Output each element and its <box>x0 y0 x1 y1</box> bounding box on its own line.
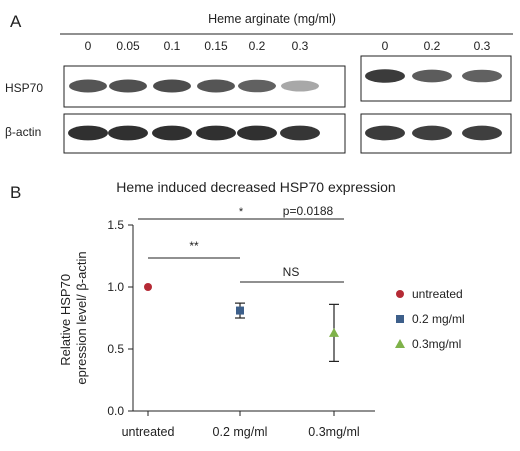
lane-label: 0 <box>382 39 389 53</box>
data-marks <box>144 283 339 362</box>
legend-marker <box>395 339 405 348</box>
blot-band <box>365 69 405 83</box>
treatment-header: Heme arginate (mg/ml) <box>208 12 336 26</box>
blot-band <box>412 125 452 141</box>
y-tick-label: 1.5 <box>107 218 124 232</box>
row-label-actin: β-actin <box>5 125 41 139</box>
blot-band <box>237 125 277 141</box>
legend-label: 0.3mg/ml <box>412 337 461 351</box>
blot-band <box>462 69 502 83</box>
blot-band <box>197 79 235 93</box>
axes: 0.0 0.5 1.0 1.5 untreated 0.2 mg/ml 0.3mg/ml <box>107 218 375 439</box>
y-tick-label: 0.5 <box>107 342 124 356</box>
legend-marker <box>396 315 404 323</box>
legend-marker <box>396 290 404 298</box>
legend-label: 0.2 mg/ml <box>412 312 465 326</box>
chart-title: Heme induced decreased HSP70 expression <box>116 179 395 195</box>
data-point <box>144 283 152 291</box>
blot-band <box>152 125 192 141</box>
blot-band <box>153 79 191 93</box>
blot-band <box>238 79 276 93</box>
blot-band <box>365 125 405 141</box>
lane-labels-left: 0 0.05 0.1 0.15 0.2 0.3 <box>85 39 309 53</box>
x-tick-label: 0.3mg/ml <box>308 425 359 439</box>
blot-band <box>462 125 502 141</box>
lane-label: 0.1 <box>164 39 181 53</box>
lane-label: 0.15 <box>204 39 228 53</box>
legend: untreated 0.2 mg/ml 0.3mg/ml <box>395 287 465 351</box>
y-axis-label: Relative HSP70 epression level/ β-actin <box>58 251 89 384</box>
x-tick-label: 0.2 mg/ml <box>213 425 268 439</box>
blot-band <box>280 125 320 141</box>
legend-label: untreated <box>412 287 463 301</box>
data-point <box>236 306 244 315</box>
y-tick-label: 0.0 <box>107 404 124 418</box>
lane-label: 0.05 <box>116 39 140 53</box>
blot-band <box>281 80 319 92</box>
lane-label: 0 <box>85 39 92 53</box>
sig-label: * <box>239 206 244 218</box>
y-axis-label-line-2: epression level/ β-actin <box>74 251 89 384</box>
panel-b-label: B <box>10 183 21 202</box>
sig-label: NS <box>283 265 300 279</box>
x-tick-label: untreated <box>122 425 175 439</box>
y-tick-label: 1.0 <box>107 280 124 294</box>
lane-labels-right: 0 0.2 0.3 <box>382 39 491 53</box>
lane-label: 0.3 <box>474 39 491 53</box>
blot-band <box>68 125 108 141</box>
blot-band <box>196 125 236 141</box>
data-point <box>329 327 339 337</box>
blot-band <box>412 69 452 83</box>
blot-band <box>69 79 107 93</box>
sig-label: ** <box>189 239 199 253</box>
lane-label: 0.2 <box>249 39 266 53</box>
panel-a-label: A <box>10 12 22 31</box>
lane-label: 0.3 <box>292 39 309 53</box>
row-label-hsp70: HSP70 <box>5 81 43 95</box>
blot-band <box>109 79 147 93</box>
blot-band <box>108 125 148 141</box>
lane-label: 0.2 <box>424 39 441 53</box>
blot-bands <box>68 69 502 141</box>
sig-label: p=0.0188 <box>283 204 334 218</box>
y-axis-label-line-1: Relative HSP70 <box>58 274 73 366</box>
